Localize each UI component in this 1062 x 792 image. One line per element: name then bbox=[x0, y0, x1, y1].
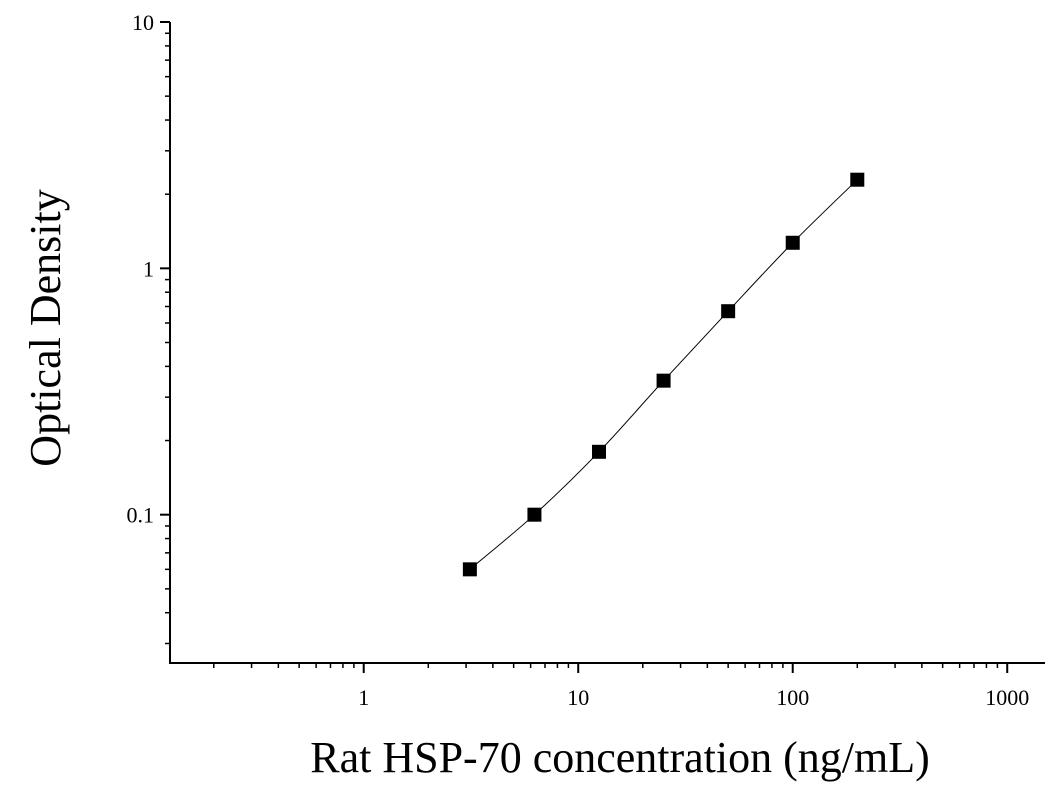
data-point-marker bbox=[462, 562, 477, 577]
data-point-marker bbox=[527, 507, 542, 522]
x-axis-title: Rat HSP-70 concentration (ng/mL) bbox=[310, 733, 930, 782]
minor-ticks bbox=[165, 32, 999, 668]
y-tick-label: 1 bbox=[143, 256, 154, 281]
data-point-marker bbox=[721, 304, 736, 319]
data-point-marker bbox=[592, 444, 607, 459]
data-point-marker bbox=[785, 235, 800, 250]
x-tick-labels: 1 10 100 1000 bbox=[358, 685, 1029, 710]
data-point-marker bbox=[656, 373, 671, 388]
x-tick-label: 1000 bbox=[985, 685, 1029, 710]
y-tick-label: 0.1 bbox=[127, 503, 155, 528]
y-tick-label: 10 bbox=[132, 10, 154, 35]
y-tick-labels: 0.1 1 10 bbox=[127, 10, 155, 528]
x-tick-label: 1 bbox=[358, 685, 369, 710]
y-axis-title: Optical Density bbox=[21, 189, 70, 466]
x-tick-label: 100 bbox=[776, 685, 809, 710]
data-points bbox=[462, 172, 865, 577]
x-tick-label: 10 bbox=[567, 685, 589, 710]
major-ticks bbox=[160, 21, 1009, 673]
data-point-marker bbox=[850, 172, 865, 187]
